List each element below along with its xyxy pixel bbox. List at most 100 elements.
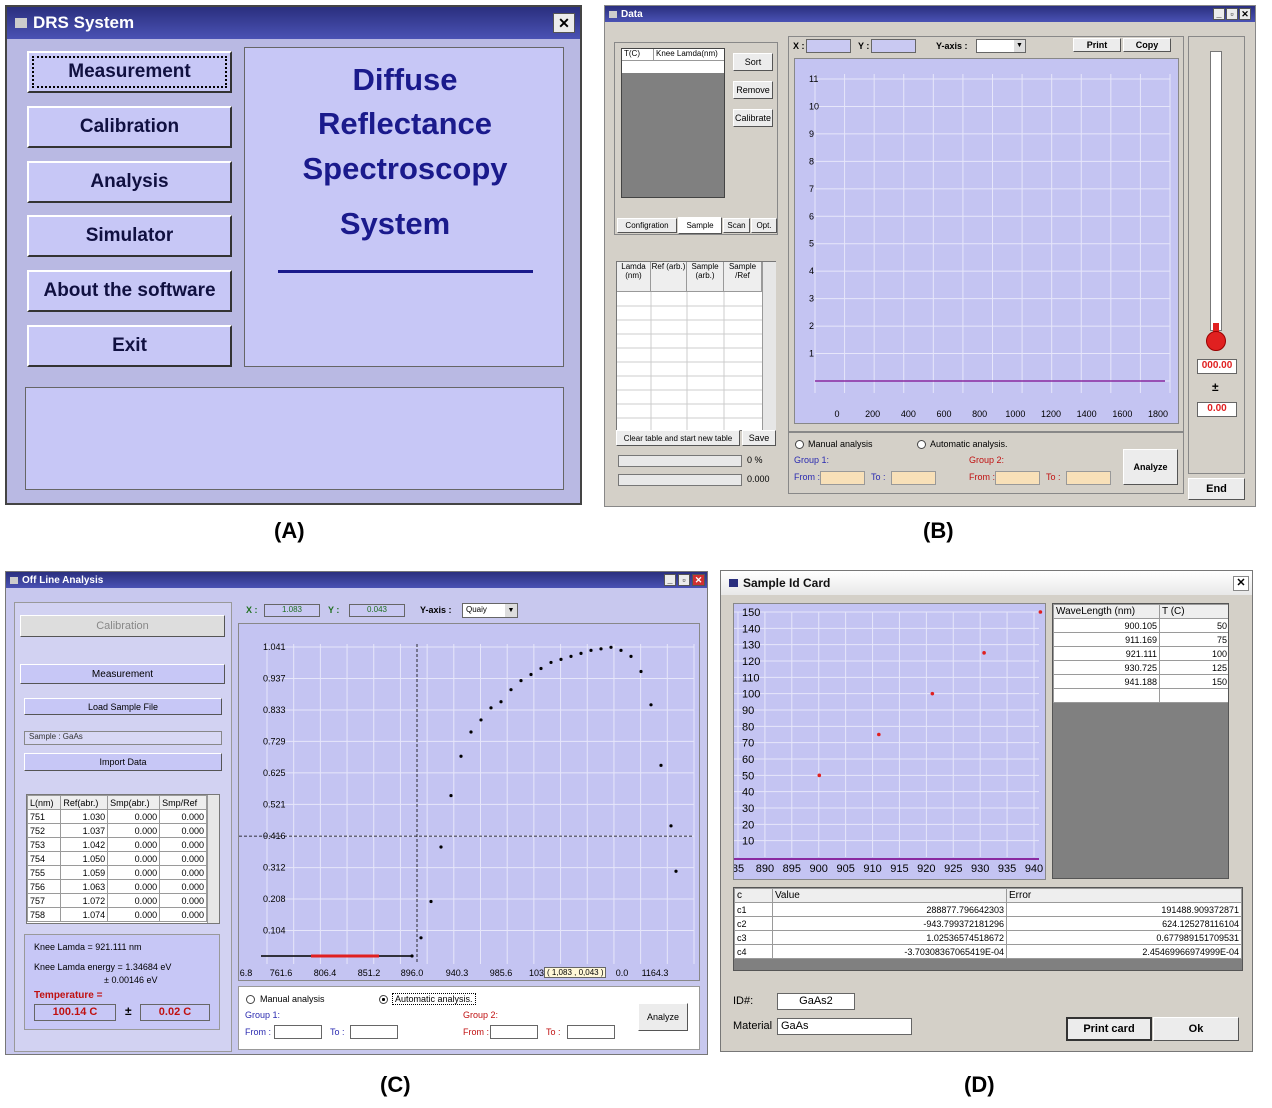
status-panel [25, 387, 564, 490]
group1-from-field[interactable] [274, 1025, 322, 1039]
manual-radio[interactable] [795, 440, 804, 449]
remove-button[interactable]: Remove [733, 81, 773, 99]
close-button[interactable]: ✕ [1233, 576, 1249, 591]
y-value[interactable]: 0.043 [349, 604, 405, 617]
table-row[interactable]: 755 1.059 0.000 0.000 [27, 865, 207, 880]
heading-panel: Diffuse Reflectance Spectroscopy System [244, 47, 564, 367]
table-row[interactable]: 921.111 100 [1053, 646, 1228, 661]
table-row[interactable] [1053, 688, 1228, 703]
x-value[interactable]: 1.083 [264, 604, 320, 617]
wavelength-table: WaveLength (nm) T (C) 900.105 50 911.169 75… [1053, 604, 1228, 703]
table-cell: 1.074 [60, 907, 109, 922]
y-axis-select[interactable]: ▼ [976, 39, 1026, 53]
measurement-button[interactable]: Measurement [27, 51, 232, 93]
table-cell: 150 [1159, 674, 1228, 689]
simulator-button[interactable]: Simulator [27, 215, 232, 257]
group1-from-field[interactable] [820, 471, 865, 485]
calibration-button[interactable]: Calibration [20, 615, 225, 637]
automatic-radio[interactable] [379, 995, 388, 1004]
automatic-radio[interactable] [917, 440, 926, 449]
plot-c[interactable]: 1.041 0.937 0.833 0.729 0.625 0.521 0.416 0.312… [238, 623, 700, 981]
group1-label: Group 1: [794, 455, 830, 465]
end-button[interactable]: End [1188, 478, 1245, 500]
ok-button[interactable]: Ok [1153, 1017, 1239, 1041]
group2-from-field[interactable] [995, 471, 1040, 485]
group1-to-field[interactable] [350, 1025, 398, 1039]
y-tick-label: 2 [809, 321, 814, 331]
group2-to-field[interactable] [567, 1025, 615, 1039]
minimize-button[interactable]: _ [664, 574, 676, 586]
heading-line-3: Spectroscopy [302, 151, 508, 186]
group2-from-label: From : [969, 472, 995, 482]
manual-radio[interactable] [246, 995, 255, 1004]
analyze-button[interactable]: Analyze [638, 1003, 688, 1031]
maximize-button[interactable]: ▫ [678, 574, 690, 586]
y-axis-select[interactable]: Quaiy ▼ [462, 603, 518, 618]
table-cell: 930.725 [1053, 660, 1160, 675]
calibrate-button[interactable]: Calibrate [733, 109, 773, 127]
progress-percent: 0 % [747, 455, 763, 465]
minimize-button[interactable]: _ [1213, 8, 1225, 20]
clear-table-button[interactable]: Clear table and start new table [616, 430, 740, 446]
sort-button[interactable]: Sort [733, 53, 773, 71]
label-d: (D) [964, 1072, 995, 1097]
save-button[interactable]: Save [742, 430, 776, 446]
table-cell: 941.188 [1053, 674, 1160, 689]
tab-sample[interactable]: Sample [678, 217, 722, 234]
group2-to-field[interactable] [1066, 471, 1111, 485]
table-row[interactable]: 758 1.074 0.000 0.000 [27, 907, 207, 922]
print-button[interactable]: Print [1073, 38, 1121, 52]
table-row[interactable]: c2 -943.799372181296 624.125278116104 [734, 916, 1242, 931]
measurement-button[interactable]: Measurement [20, 664, 225, 684]
x-tick-label: 800 [972, 409, 987, 419]
material-field[interactable]: GaAs [777, 1018, 912, 1035]
plot-d[interactable]: 85 890 895 900 905 910 915 920 925 930 935 940 150 14… [733, 603, 1046, 880]
plot-c-svg: 1.0410.9370.8330.7290.6250.5210.4160.312… [239, 642, 695, 978]
about-button[interactable]: About the software [27, 270, 232, 312]
y-field[interactable] [871, 39, 916, 53]
table-row[interactable]: 751 1.030 0.000 0.000 [27, 809, 207, 824]
table-row[interactable]: 757 1.072 0.000 0.000 [27, 893, 207, 908]
analysis-button[interactable]: Analysis [27, 161, 232, 203]
tab-opt[interactable]: Opt. [751, 218, 777, 233]
table-row[interactable]: c4 -3.70308367065419E-04 2.45469966974999E… [734, 944, 1242, 959]
table-row[interactable]: 754 1.050 0.000 0.000 [27, 851, 207, 866]
x-field[interactable] [806, 39, 851, 53]
table-row[interactable]: c3 1.02536574518672 0.677989151709531 [734, 930, 1242, 945]
table-cell: 1.037 [60, 823, 109, 838]
x-tick-label: 1000 [1005, 409, 1025, 419]
table-row[interactable]: 911.169 75 [1053, 632, 1228, 647]
table-row[interactable]: 752 1.037 0.000 0.000 [27, 823, 207, 838]
table-row[interactable]: c1 288877.796642303 191488.909372871 [734, 902, 1242, 917]
table-cell: 755 [27, 865, 62, 880]
close-button[interactable]: ✕ [692, 574, 705, 586]
y-tick-label: 7 [809, 184, 814, 194]
calibration-button[interactable]: Calibration [27, 106, 232, 148]
close-button[interactable]: ✕ [1239, 8, 1251, 20]
plot-b[interactable]: 11 10 9 8 7 6 5 4 3 2 1 0 200 400 600 800 1000 1200 1400 16… [794, 58, 1179, 424]
x-tick-label: 1030 [529, 968, 549, 978]
table-row[interactable]: 753 1.042 0.000 0.000 [27, 837, 207, 852]
table-row[interactable]: 941.188 150 [1053, 674, 1228, 689]
exit-button[interactable]: Exit [27, 325, 232, 367]
group1-to-field[interactable] [891, 471, 936, 485]
id-field[interactable]: GaAs2 [777, 993, 855, 1010]
copy-button[interactable]: Copy [1123, 38, 1171, 52]
data-point [659, 763, 663, 767]
group2-from-field[interactable] [490, 1025, 538, 1039]
close-button[interactable]: ✕ [553, 13, 575, 33]
maximize-button[interactable]: ▫ [1226, 8, 1238, 20]
table-row[interactable]: 756 1.063 0.000 0.000 [27, 879, 207, 894]
group1-from-label: From : [794, 472, 820, 482]
tab-scan[interactable]: Scan [723, 218, 750, 233]
grid-scrollbar[interactable] [762, 262, 776, 430]
table-row[interactable]: 930.725 125 [1053, 660, 1228, 675]
table-row[interactable]: 900.105 50 [1053, 618, 1228, 633]
x-tick-label: 806.4 [314, 968, 337, 978]
load-sample-button[interactable]: Load Sample File [24, 698, 222, 715]
table-scrollbar[interactable] [207, 795, 219, 923]
print-card-button[interactable]: Print card [1066, 1017, 1152, 1041]
tab-configration[interactable]: Configration [617, 218, 677, 233]
analyze-button[interactable]: Analyze [1123, 449, 1178, 485]
import-data-button[interactable]: Import Data [24, 753, 222, 771]
